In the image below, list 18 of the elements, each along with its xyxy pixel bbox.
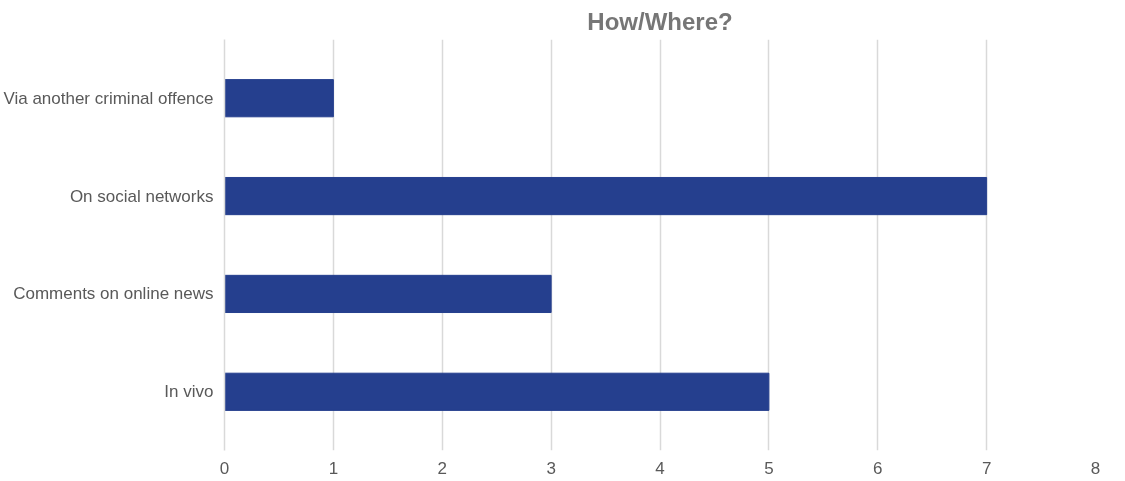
x-tick-label: 6 bbox=[873, 458, 883, 478]
x-tick-label: 0 bbox=[219, 458, 230, 478]
y-tick-label: Comments on online news bbox=[13, 284, 214, 304]
x-tick-label: 8 bbox=[1090, 458, 1101, 478]
x-tick-label: 3 bbox=[546, 458, 556, 478]
x-tick-label: 7 bbox=[981, 458, 992, 478]
bar bbox=[224, 372, 770, 411]
y-tick-label: In vivo bbox=[164, 382, 214, 402]
y-tick-label: On social networks bbox=[69, 186, 214, 206]
x-tick-label: 2 bbox=[437, 458, 447, 478]
bar bbox=[224, 274, 552, 314]
bar bbox=[224, 79, 334, 118]
x-tick-label: 4 bbox=[655, 458, 665, 478]
bar bbox=[224, 176, 988, 216]
chart-title: How/Where? bbox=[587, 7, 733, 35]
x-tick-label: 1 bbox=[328, 458, 339, 478]
x-tick-label: 5 bbox=[764, 458, 774, 478]
y-tick-label: Via another criminal offence bbox=[3, 88, 214, 108]
